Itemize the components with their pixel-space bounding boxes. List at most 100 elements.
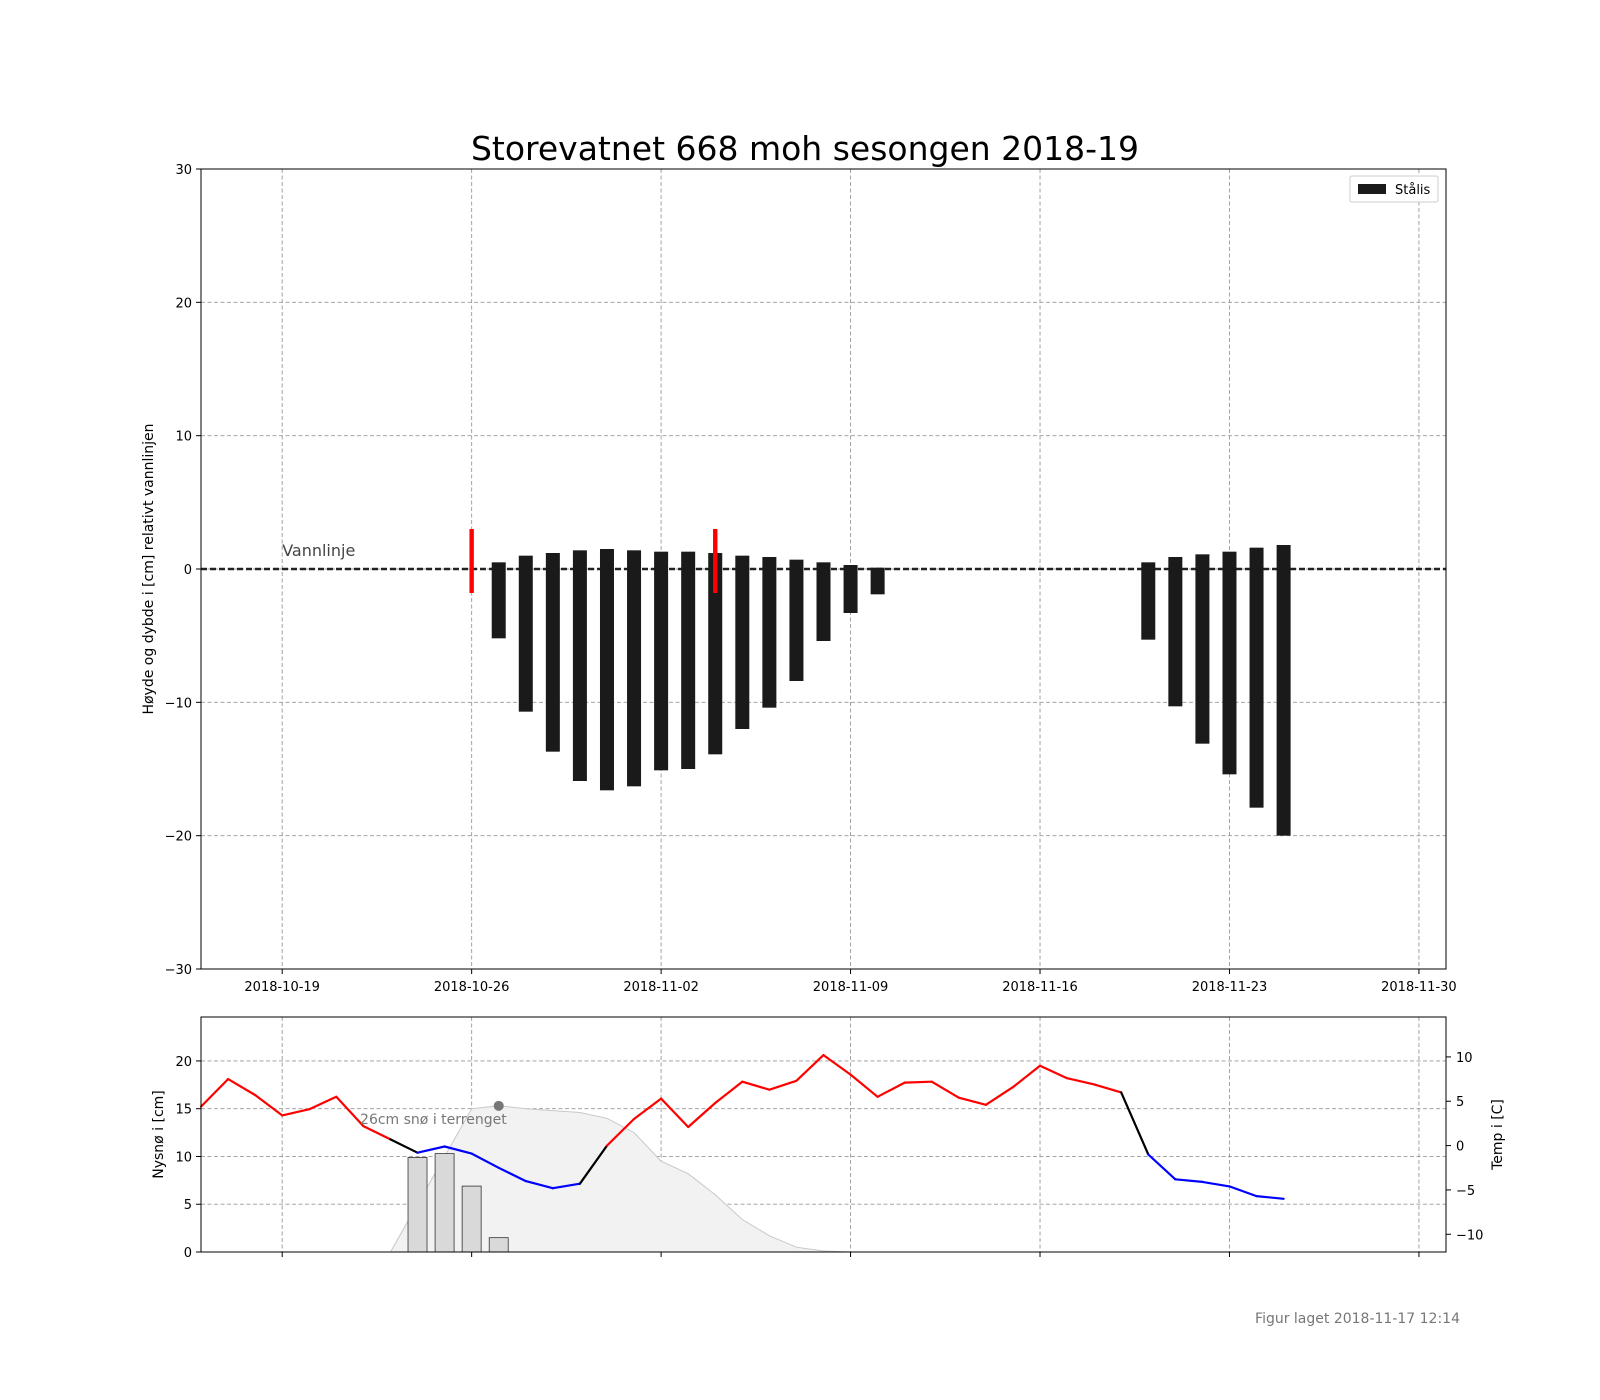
bottom-y-ticks: 0 5 10 15 20 bbox=[175, 1055, 201, 1261]
ice-bar bbox=[654, 551, 669, 771]
temperature-segment bbox=[335, 1095, 365, 1128]
ice-bar bbox=[1141, 562, 1156, 640]
top-x-tick-label: 2018-11-23 bbox=[1192, 980, 1268, 995]
bottom-y2-tick-label: −10 bbox=[1456, 1228, 1483, 1243]
bottom-y-tick-label: 10 bbox=[175, 1150, 192, 1165]
ice-bar bbox=[491, 562, 506, 639]
bottom-y-tick-label: 0 bbox=[184, 1246, 192, 1261]
new-snow-bars bbox=[407, 1153, 509, 1253]
temperature-segment bbox=[1228, 1185, 1258, 1198]
ice-bar bbox=[789, 559, 804, 681]
ice-bar bbox=[518, 555, 533, 712]
top-y-tick-label: 10 bbox=[175, 430, 192, 445]
top-x-tick-label: 2018-10-26 bbox=[434, 980, 510, 995]
legend-box bbox=[1349, 175, 1439, 203]
bottom-y-tick-label: 5 bbox=[184, 1198, 192, 1213]
temperature-segment bbox=[443, 1145, 473, 1155]
bottom-y-tick-label: 15 bbox=[175, 1103, 192, 1118]
temperature-segment bbox=[470, 1152, 500, 1169]
temperature-segment bbox=[199, 1077, 230, 1108]
temperature-segment bbox=[1038, 1064, 1069, 1080]
temperature-segment bbox=[741, 1080, 771, 1091]
top-plot-frame bbox=[200, 168, 1447, 970]
ice-bars bbox=[491, 545, 1291, 836]
temperature-segment bbox=[957, 1096, 988, 1106]
ice-bar bbox=[572, 550, 587, 781]
top-y-tick-label: −20 bbox=[165, 830, 192, 845]
temperature-segment bbox=[849, 1073, 879, 1098]
temperature-segment bbox=[551, 1182, 582, 1190]
bottom-y-tick-label: 20 bbox=[175, 1055, 192, 1070]
ice-bar bbox=[735, 555, 750, 729]
ice-bar bbox=[1276, 545, 1291, 836]
temperature-segment bbox=[930, 1080, 960, 1099]
waterline-label: Vannlinje bbox=[282, 541, 355, 560]
ice-bar bbox=[1222, 551, 1237, 775]
bottom-x-ticks bbox=[281, 1252, 1420, 1257]
bottom-y2-tick-label: −5 bbox=[1456, 1184, 1475, 1199]
red-marker bbox=[469, 529, 474, 593]
ice-bar bbox=[1195, 554, 1210, 744]
footer-timestamp: Figur laget 2018-11-17 12:14 bbox=[1255, 1311, 1460, 1327]
top-x-tick-label: 2018-11-02 bbox=[623, 980, 699, 995]
top-x-ticks: 2018-10-19 2018-10-26 2018-11-02 2018-11-09… bbox=[244, 969, 1457, 995]
top-y-axis-label: Høyde og dybde i [cm] relativt vannlinje… bbox=[141, 423, 157, 714]
ice-bar bbox=[762, 557, 777, 708]
temperature-segment bbox=[281, 1108, 311, 1117]
new-snow-bar bbox=[434, 1153, 455, 1253]
temperature-segment bbox=[1255, 1194, 1285, 1200]
temperature-segment bbox=[822, 1053, 852, 1076]
bottom-y2-axis-label: Temp i [C] bbox=[1490, 1099, 1506, 1171]
ice-bar bbox=[627, 550, 642, 787]
temperature-segment bbox=[254, 1093, 284, 1117]
temperature-segment bbox=[524, 1179, 554, 1190]
legend-label-stalis: Stålis bbox=[1395, 183, 1431, 198]
ice-bar bbox=[843, 565, 858, 613]
ice-bar bbox=[1249, 547, 1264, 808]
top-y-tick-label: 20 bbox=[175, 296, 192, 311]
temperature-segment bbox=[362, 1124, 392, 1141]
top-y-tick-label: −30 bbox=[165, 963, 192, 978]
temperature-segment bbox=[1147, 1153, 1177, 1181]
temperature-segment bbox=[1093, 1083, 1123, 1094]
top-x-tick-label: 2018-11-09 bbox=[813, 980, 889, 995]
temperature-segment bbox=[497, 1166, 527, 1183]
temperature-segment bbox=[1065, 1077, 1096, 1086]
temperature-segment bbox=[605, 1117, 636, 1147]
temperature-segment bbox=[876, 1081, 906, 1098]
bottom-plot-frame bbox=[200, 1016, 1447, 1253]
ice-bar bbox=[870, 567, 885, 595]
snow-annotation-text: 26cm snø i terrenget bbox=[360, 1112, 507, 1128]
new-snow-bar bbox=[461, 1185, 482, 1253]
temperature-segment bbox=[1011, 1064, 1042, 1089]
ice-bar bbox=[681, 551, 696, 769]
temperature-segment bbox=[1174, 1178, 1204, 1184]
bottom-grid bbox=[201, 1017, 1446, 1252]
temperature-segment bbox=[632, 1097, 663, 1121]
top-x-tick-label: 2018-11-30 bbox=[1381, 980, 1457, 995]
top-x-tick-label: 2018-11-16 bbox=[1002, 980, 1078, 995]
top-y-tick-label: 30 bbox=[175, 163, 192, 178]
new-snow-bar bbox=[488, 1237, 509, 1253]
legend: Stålis bbox=[1349, 175, 1439, 203]
temperature-segment bbox=[659, 1097, 690, 1129]
top-y-ticks: −30 −20 −10 0 10 20 30 bbox=[165, 163, 201, 978]
snow-annotation-dot bbox=[493, 1100, 504, 1111]
temperature-segment bbox=[903, 1080, 933, 1084]
legend-swatch-stalis bbox=[1358, 184, 1386, 194]
ice-bar bbox=[708, 553, 723, 755]
temperature-segment bbox=[389, 1138, 419, 1154]
temperature-segment bbox=[984, 1085, 1015, 1106]
ice-bar bbox=[816, 562, 831, 641]
temperature-segment bbox=[687, 1101, 717, 1129]
snow-depth-area bbox=[389, 1105, 851, 1253]
temperature-segment bbox=[308, 1095, 338, 1111]
bottom-y2-tick-label: 5 bbox=[1456, 1095, 1464, 1110]
temperature-segment bbox=[768, 1079, 798, 1091]
temperature-segment bbox=[1120, 1091, 1150, 1156]
red-markers bbox=[469, 529, 718, 593]
top-y-tick-label: −10 bbox=[165, 696, 192, 711]
bottom-y2-ticks: −10 −5 0 5 10 bbox=[1446, 1051, 1483, 1243]
new-snow-bar bbox=[407, 1157, 428, 1253]
ice-bar bbox=[545, 553, 560, 752]
